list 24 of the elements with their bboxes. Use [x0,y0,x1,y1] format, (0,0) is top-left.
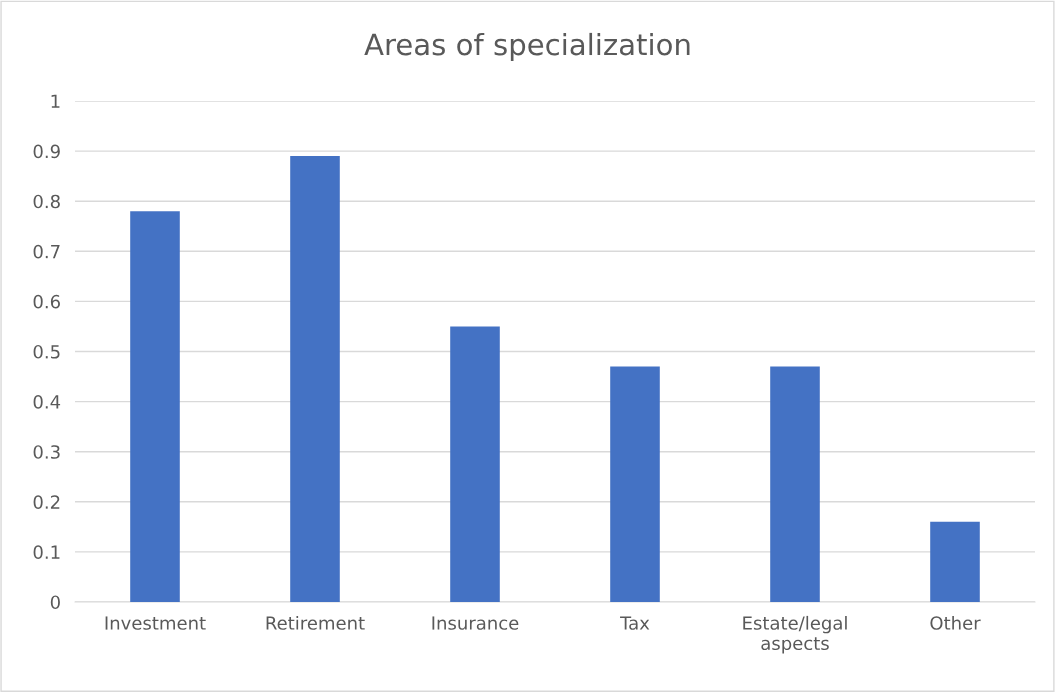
bar [610,366,660,602]
x-tick-label: Estate/legal aspects [743,615,847,654]
y-tick-label: 0.6 [33,294,60,309]
bar [450,326,500,602]
y-tick-label: 0.8 [33,194,60,209]
x-tick-label: Investment [105,616,206,630]
x-tick-label: Other [930,615,981,630]
y-tick-label: 0.4 [33,395,61,409]
y-tick-label: 0.9 [33,144,60,159]
y-tick-label: 0.3 [33,445,60,459]
y-tick-label: 0 [50,595,60,610]
y-tick-label: 0.7 [33,244,60,259]
y-tick-label: 0.5 [33,344,60,359]
x-tick-label: Insurance [432,616,519,630]
bar [130,211,180,602]
bar [290,156,340,602]
bar [770,366,820,602]
x-tick-label: Tax [620,616,650,630]
y-tick-label: 0.1 [33,545,60,560]
bar [930,521,980,602]
y-tick-label: 0.2 [33,495,60,509]
x-tick-label: Retirement [266,615,365,630]
y-tick-label: 1 [51,94,60,108]
chart-title: Areas of specialization [364,32,690,62]
